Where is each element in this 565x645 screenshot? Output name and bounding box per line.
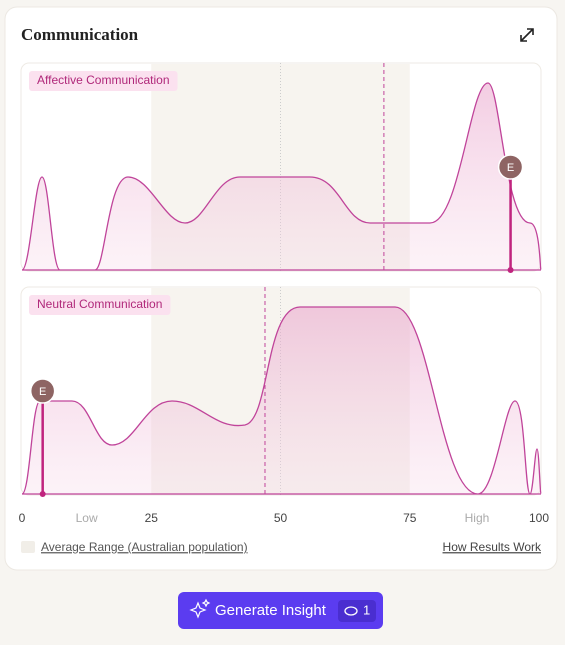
coin-icon: [344, 606, 358, 616]
marker-label: E: [39, 386, 46, 398]
x-tick-label: Low: [76, 511, 98, 525]
expand-icon[interactable]: [520, 28, 534, 42]
marker-label: E: [507, 162, 514, 174]
panel-label: Neutral Communication: [37, 297, 162, 311]
button-label: Generate Insight: [215, 602, 327, 619]
badge-count: 1: [363, 602, 370, 617]
marker-foot: [39, 491, 46, 497]
panel-label-bg: [29, 295, 171, 315]
marker: [29, 378, 56, 404]
marker-foot: [507, 267, 514, 273]
x-tick-label: 100: [529, 511, 549, 525]
panel-label: Affective Communication: [37, 73, 170, 87]
legend-swatch: [21, 541, 35, 553]
button[interactable]: [178, 592, 383, 629]
density-curve: [21, 306, 542, 495]
marker: [497, 154, 524, 180]
density-curve: [21, 82, 542, 271]
x-tick-label: High: [465, 511, 490, 525]
x-tick-label: 0: [19, 511, 26, 525]
panel-label-bg: [29, 71, 178, 91]
x-tick-label: 75: [403, 511, 417, 525]
x-tick-label: 25: [145, 511, 159, 525]
card-title: Communication: [21, 25, 139, 44]
legend-label: Average Range (Australian population): [41, 540, 248, 554]
sparkle-icon: [189, 598, 211, 619]
link[interactable]: How Results Work: [443, 540, 542, 554]
x-tick-label: 50: [274, 511, 288, 525]
